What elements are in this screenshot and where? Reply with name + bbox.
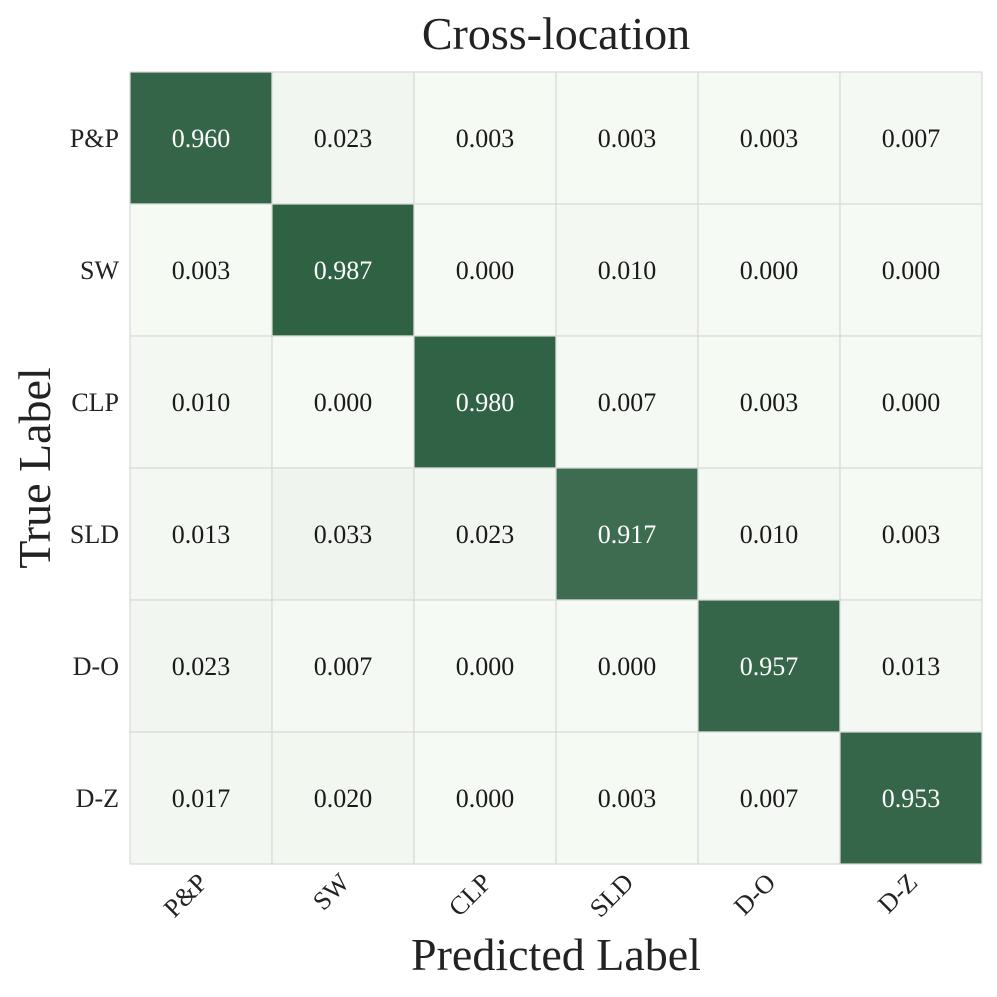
cell-value-label: 0.007 (314, 652, 373, 681)
heatmap-cell (839, 731, 983, 865)
heatmap-cell (697, 71, 841, 205)
y-tick-labels: P&P SW CLP SLD D-O D-Z (70, 124, 120, 813)
heatmap-cell (129, 731, 273, 865)
heatmap-cell (413, 599, 557, 733)
cell-value-label: 0.960 (172, 124, 231, 153)
cell-value-label: 0.000 (882, 256, 941, 285)
heatmap-cell (271, 335, 415, 469)
cell-value-label: 0.023 (314, 124, 373, 153)
y-tick-label: P&P (70, 124, 119, 153)
cell-value-label: 0.023 (172, 652, 231, 681)
cell-value-label: 0.007 (740, 784, 799, 813)
cell-value-label: 0.000 (456, 256, 515, 285)
cell-value-label: 0.003 (172, 256, 231, 285)
heatmap-cell (555, 203, 699, 337)
cell-value-label: 0.013 (172, 520, 231, 549)
heatmap-cells (129, 71, 983, 865)
x-tick-label: D-Z (872, 868, 923, 919)
heatmap-cell (129, 335, 273, 469)
heatmap-cell (271, 467, 415, 601)
cell-value-label: 0.003 (882, 520, 941, 549)
heatmap-cell (839, 599, 983, 733)
cell-value-label: 0.010 (172, 388, 231, 417)
cell-value-labels: 0.960 0.023 0.003 0.003 0.003 0.007 0.003 0.987… (172, 124, 941, 813)
y-tick-label: D-O (73, 652, 119, 681)
cell-value-label: 0.010 (598, 256, 657, 285)
cell-value-label: 0.007 (882, 124, 941, 153)
heatmap-cell (555, 71, 699, 205)
heatmap-cell (129, 599, 273, 733)
chart-title: Cross-location (422, 8, 690, 59)
cell-value-label: 0.957 (740, 652, 799, 681)
heatmap-cell (697, 467, 841, 601)
y-tick-label: SLD (70, 520, 119, 549)
x-axis-title: Predicted Label (411, 929, 701, 980)
heatmap-cell (697, 599, 841, 733)
cell-value-label: 0.987 (314, 256, 373, 285)
y-tick-label: SW (80, 256, 119, 285)
cell-value-label: 0.003 (598, 124, 657, 153)
heatmap-cell (413, 71, 557, 205)
x-tick-label: D-O (728, 868, 781, 921)
cell-value-label: 0.000 (598, 652, 657, 681)
cell-value-label: 0.003 (740, 124, 799, 153)
cell-value-label: 0.000 (882, 388, 941, 417)
x-tick-label: SW (307, 867, 355, 915)
cell-value-label: 0.000 (456, 784, 515, 813)
heatmap-cell (413, 467, 557, 601)
cell-value-label: 0.007 (598, 388, 657, 417)
cell-value-label: 0.020 (314, 784, 373, 813)
heatmap-cell (129, 71, 273, 205)
heatmap-cell (129, 467, 273, 601)
cell-value-label: 0.000 (314, 388, 373, 417)
y-axis-title: True Label (9, 367, 60, 568)
cell-value-label: 0.017 (172, 784, 231, 813)
cell-value-label: 0.953 (882, 784, 941, 813)
heatmap-cell (413, 335, 557, 469)
heatmap-cell (271, 71, 415, 205)
heatmap-cell (555, 599, 699, 733)
cell-value-label: 0.003 (456, 124, 515, 153)
heatmap-cell (555, 335, 699, 469)
cell-value-label: 0.013 (882, 652, 941, 681)
heatmap-cell (271, 203, 415, 337)
cell-value-label: 0.010 (740, 520, 799, 549)
cell-value-label: 0.023 (456, 520, 515, 549)
heatmap-cell (839, 203, 983, 337)
heatmap-cell (697, 335, 841, 469)
y-tick-label: D-Z (76, 784, 119, 813)
cell-value-label: 0.000 (456, 652, 515, 681)
heatmap-cell (839, 71, 983, 205)
cell-value-label: 0.003 (598, 784, 657, 813)
cell-value-label: 0.980 (456, 388, 515, 417)
heatmap-cell (697, 731, 841, 865)
cell-value-label: 0.917 (598, 520, 657, 549)
x-tick-labels: P&P SW CLP SLD D-O D-Z (158, 867, 923, 923)
cell-value-label: 0.000 (740, 256, 799, 285)
cell-value-label: 0.003 (740, 388, 799, 417)
heatmap-cell (555, 467, 699, 601)
heatmap-cell (839, 467, 983, 601)
x-tick-label: P&P (158, 868, 213, 923)
x-tick-label: CLP (443, 868, 497, 922)
cell-value-label: 0.033 (314, 520, 373, 549)
heatmap-cell (839, 335, 983, 469)
x-tick-label: SLD (584, 868, 639, 923)
y-tick-label: CLP (71, 388, 119, 417)
heatmap-cell (555, 731, 699, 865)
